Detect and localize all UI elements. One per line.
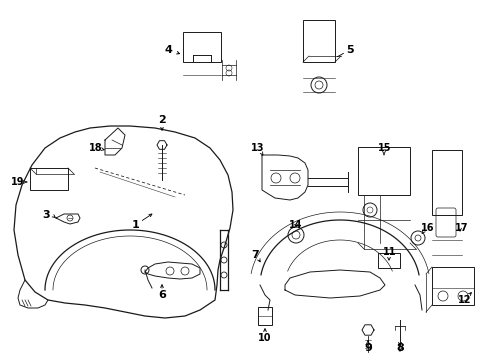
Text: 8: 8 — [395, 343, 403, 353]
Text: 1: 1 — [132, 220, 140, 230]
Text: 13: 13 — [251, 143, 264, 153]
Text: 14: 14 — [289, 220, 302, 230]
Text: 11: 11 — [383, 247, 396, 257]
Text: 3: 3 — [42, 210, 50, 220]
Text: 5: 5 — [346, 45, 353, 55]
Text: 19: 19 — [11, 177, 25, 187]
Text: 15: 15 — [378, 143, 391, 153]
Text: 6: 6 — [158, 290, 165, 300]
Text: 7: 7 — [251, 250, 258, 260]
Text: 12: 12 — [457, 295, 471, 305]
Text: 9: 9 — [364, 343, 371, 353]
Text: 4: 4 — [164, 45, 172, 55]
Text: 17: 17 — [454, 223, 468, 233]
Text: 18: 18 — [89, 143, 102, 153]
Text: 2: 2 — [158, 115, 165, 125]
Text: 16: 16 — [420, 223, 434, 233]
Text: 10: 10 — [258, 333, 271, 343]
